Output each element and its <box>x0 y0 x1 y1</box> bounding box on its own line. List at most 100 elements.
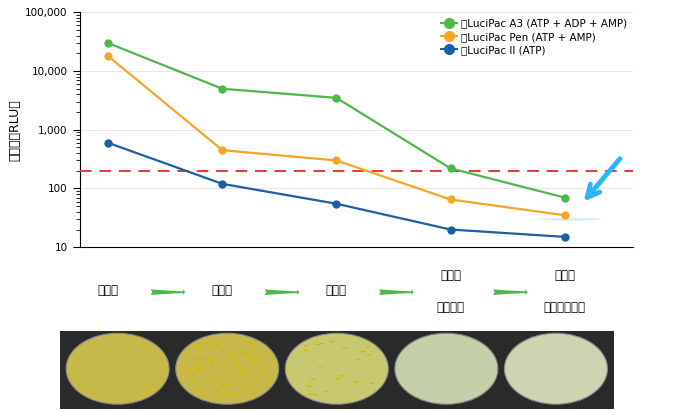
Ellipse shape <box>196 365 201 366</box>
Ellipse shape <box>211 367 217 368</box>
Ellipse shape <box>245 356 251 357</box>
Ellipse shape <box>211 388 217 389</box>
Ellipse shape <box>253 383 258 384</box>
Ellipse shape <box>320 343 325 344</box>
Ellipse shape <box>219 350 225 351</box>
Ellipse shape <box>318 367 322 369</box>
Ellipse shape <box>219 395 225 396</box>
Ellipse shape <box>504 333 608 404</box>
Ellipse shape <box>197 357 202 358</box>
Ellipse shape <box>224 369 229 370</box>
Ellipse shape <box>197 368 203 370</box>
Ellipse shape <box>216 380 221 381</box>
Ellipse shape <box>369 382 374 384</box>
Ellipse shape <box>199 344 203 346</box>
Ellipse shape <box>250 386 255 388</box>
Ellipse shape <box>251 361 256 362</box>
Ellipse shape <box>310 379 316 380</box>
Ellipse shape <box>197 358 202 359</box>
Text: 洗剤で: 洗剤で <box>440 269 461 282</box>
Ellipse shape <box>354 381 359 383</box>
Ellipse shape <box>304 350 309 351</box>
Ellipse shape <box>336 378 341 379</box>
FancyBboxPatch shape <box>498 331 614 409</box>
Y-axis label: 発光量（RLU）: 発光量（RLU） <box>8 99 21 161</box>
Ellipse shape <box>241 379 246 380</box>
Ellipse shape <box>243 353 248 355</box>
Ellipse shape <box>236 350 242 351</box>
FancyBboxPatch shape <box>279 331 394 409</box>
Ellipse shape <box>251 351 256 353</box>
Text: しっかり洗浄: しっかり洗浄 <box>544 301 585 314</box>
Ellipse shape <box>285 333 388 404</box>
Ellipse shape <box>235 365 241 366</box>
Ellipse shape <box>219 361 224 363</box>
Ellipse shape <box>338 375 344 377</box>
Ellipse shape <box>253 357 258 358</box>
Ellipse shape <box>187 372 192 373</box>
Ellipse shape <box>245 376 251 377</box>
Ellipse shape <box>222 385 228 386</box>
Ellipse shape <box>195 370 201 371</box>
Text: 洗浄前: 洗浄前 <box>98 283 118 297</box>
Ellipse shape <box>232 394 237 396</box>
Ellipse shape <box>247 391 253 393</box>
Ellipse shape <box>230 353 235 355</box>
Ellipse shape <box>221 384 226 386</box>
Ellipse shape <box>195 371 200 372</box>
Ellipse shape <box>201 396 206 397</box>
Ellipse shape <box>210 375 216 377</box>
Ellipse shape <box>244 342 249 344</box>
Ellipse shape <box>229 352 235 354</box>
Ellipse shape <box>237 373 243 375</box>
Ellipse shape <box>214 391 219 392</box>
Ellipse shape <box>209 361 214 362</box>
Ellipse shape <box>241 353 246 354</box>
Ellipse shape <box>192 373 197 374</box>
Ellipse shape <box>313 393 318 395</box>
Ellipse shape <box>239 388 244 389</box>
Ellipse shape <box>261 369 266 370</box>
Ellipse shape <box>246 352 251 353</box>
Ellipse shape <box>221 381 226 382</box>
Ellipse shape <box>307 393 313 395</box>
Ellipse shape <box>315 344 320 345</box>
Ellipse shape <box>193 363 198 365</box>
Text: 湯洗浄: 湯洗浄 <box>326 283 347 297</box>
Ellipse shape <box>247 385 252 386</box>
Ellipse shape <box>193 358 199 360</box>
Ellipse shape <box>66 333 169 404</box>
Ellipse shape <box>203 358 208 360</box>
Ellipse shape <box>251 346 256 347</box>
Ellipse shape <box>342 347 347 349</box>
Ellipse shape <box>190 380 194 382</box>
Ellipse shape <box>222 381 228 382</box>
Ellipse shape <box>242 370 248 372</box>
FancyBboxPatch shape <box>389 331 504 409</box>
Ellipse shape <box>361 351 366 352</box>
Ellipse shape <box>222 393 227 395</box>
Ellipse shape <box>199 348 204 350</box>
Ellipse shape <box>303 345 308 346</box>
Ellipse shape <box>257 357 262 358</box>
Ellipse shape <box>220 383 226 384</box>
Ellipse shape <box>176 333 279 404</box>
Ellipse shape <box>324 391 329 392</box>
Ellipse shape <box>356 359 361 360</box>
Text: 洗剤で: 洗剤で <box>554 269 575 282</box>
Ellipse shape <box>229 379 235 380</box>
Ellipse shape <box>188 368 193 370</box>
Ellipse shape <box>231 377 237 378</box>
Ellipse shape <box>395 333 498 404</box>
FancyBboxPatch shape <box>170 331 285 409</box>
Ellipse shape <box>196 389 201 391</box>
Ellipse shape <box>229 392 234 393</box>
Ellipse shape <box>329 341 334 342</box>
Ellipse shape <box>192 346 198 347</box>
Ellipse shape <box>208 359 213 360</box>
Ellipse shape <box>209 364 215 365</box>
Ellipse shape <box>307 386 312 387</box>
Ellipse shape <box>206 342 211 344</box>
Ellipse shape <box>248 359 253 360</box>
Ellipse shape <box>247 356 252 358</box>
